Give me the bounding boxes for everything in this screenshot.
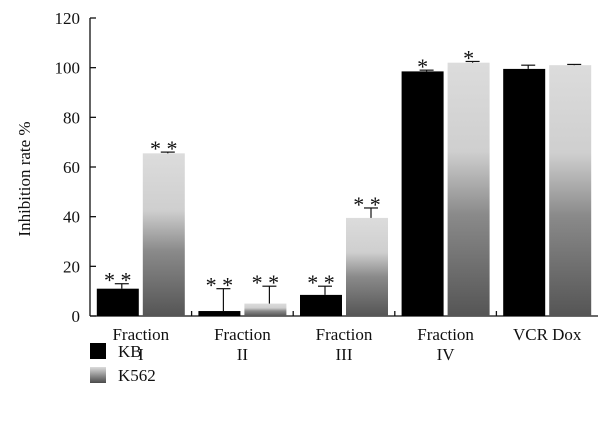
significance-marker: * * — [307, 270, 335, 295]
significance-marker: * * — [353, 192, 381, 217]
significance-marker: * — [463, 45, 474, 70]
significance-marker: * * — [104, 268, 132, 293]
y-tick-label: 80 — [63, 108, 80, 127]
legend-label-k562: K562 — [118, 366, 156, 385]
category-label: I — [138, 345, 144, 364]
significance-marker: * * — [206, 273, 234, 298]
bar-k562 — [244, 303, 287, 316]
category-label: III — [336, 345, 353, 364]
category-label: VCR Dox — [513, 325, 582, 344]
legend-swatch-k562 — [90, 367, 106, 383]
y-tick-label: 40 — [63, 208, 80, 227]
y-tick-label: 60 — [63, 158, 80, 177]
y-tick-label: 120 — [55, 9, 81, 28]
category-label: Fraction — [214, 325, 271, 344]
category-label: II — [237, 345, 249, 364]
legend-label-kb: KB — [118, 342, 142, 361]
significance-marker: * — [417, 54, 428, 79]
bar-k562 — [346, 217, 388, 316]
bar-k562 — [549, 65, 592, 316]
bar-kb — [198, 311, 241, 316]
category-label: IV — [437, 345, 456, 364]
legend-swatch-kb — [90, 343, 106, 359]
bar-kb — [96, 288, 139, 316]
y-tick-label: 100 — [55, 59, 81, 78]
legend: KB K562 — [90, 342, 156, 385]
significance-marker: * * — [252, 270, 280, 295]
y-tick-label: 0 — [72, 307, 81, 326]
category-label: Fraction — [417, 325, 474, 344]
bar-k562 — [447, 62, 490, 317]
bar-kb — [401, 71, 444, 317]
category-label: Fraction — [316, 325, 373, 344]
y-axis-title: Inhibition rate % — [15, 121, 34, 236]
bar-kb — [300, 294, 342, 316]
y-tick-label: 20 — [63, 257, 80, 276]
significance-marker: * * — [150, 136, 178, 161]
bar-kb — [503, 68, 546, 317]
bar-k562 — [142, 153, 185, 316]
category-label: Fraction — [112, 325, 169, 344]
